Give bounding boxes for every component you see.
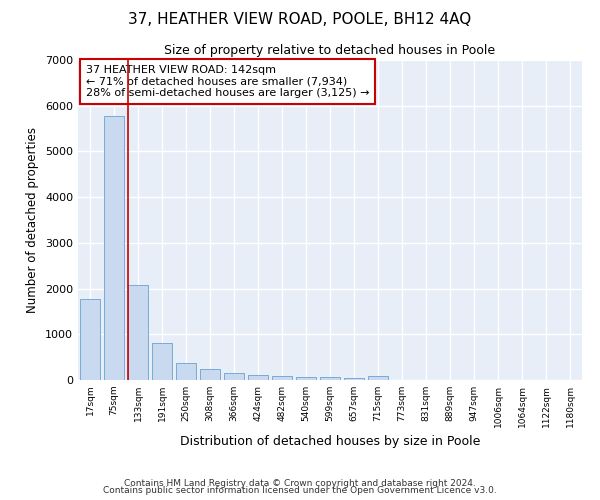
Bar (368, 376, 388, 380)
Title: Size of property relative to detached houses in Poole: Size of property relative to detached ho… (164, 44, 496, 58)
Bar (80, 298, 100, 380)
Bar (104, 116, 124, 380)
Text: 37 HEATHER VIEW ROAD: 142sqm
← 71% of detached houses are smaller (7,934)
28% of: 37 HEATHER VIEW ROAD: 142sqm ← 71% of de… (86, 65, 369, 98)
Bar (320, 378, 340, 380)
Bar (248, 374, 268, 380)
Text: 37, HEATHER VIEW ROAD, POOLE, BH12 4AQ: 37, HEATHER VIEW ROAD, POOLE, BH12 4AQ (128, 12, 472, 28)
Bar (152, 343, 172, 380)
Text: Contains HM Land Registry data © Crown copyright and database right 2024.: Contains HM Land Registry data © Crown c… (124, 478, 476, 488)
Bar (176, 363, 196, 380)
X-axis label: Distribution of detached houses by size in Poole: Distribution of detached houses by size … (180, 436, 480, 448)
Text: Contains public sector information licensed under the Open Government Licence v3: Contains public sector information licen… (103, 486, 497, 495)
Y-axis label: Number of detached properties: Number of detached properties (26, 127, 40, 313)
Bar (200, 369, 220, 380)
Bar (296, 377, 316, 380)
Bar (224, 373, 244, 380)
Bar (272, 376, 292, 380)
Bar (128, 285, 148, 380)
Bar (344, 378, 364, 380)
